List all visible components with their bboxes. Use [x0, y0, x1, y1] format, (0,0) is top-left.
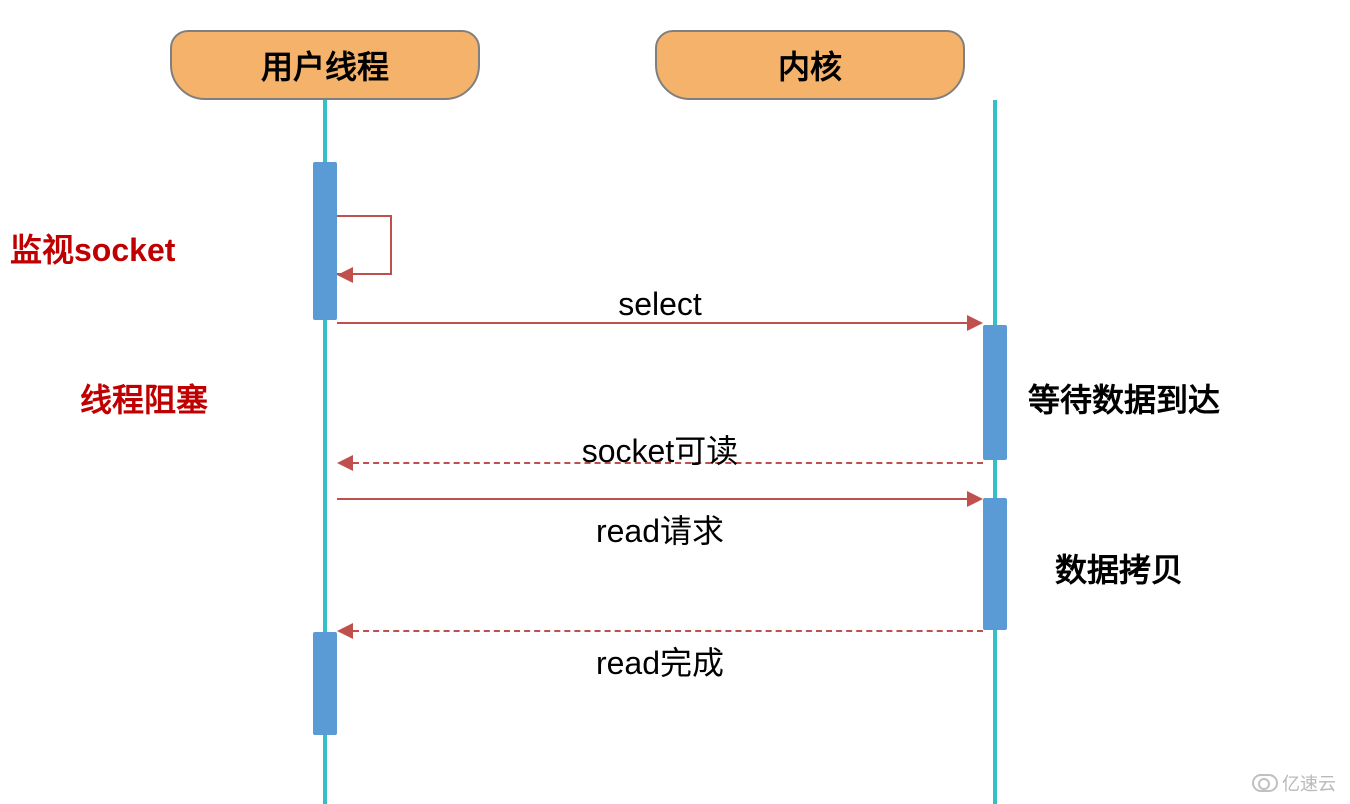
watermark-text: 亿速云: [1282, 770, 1336, 796]
msg-line-2: [337, 498, 967, 500]
side-label-3: 数据拷贝: [1055, 545, 1183, 591]
side-label-2: 等待数据到达: [1028, 375, 1220, 421]
msg-line-3: [353, 630, 983, 632]
watermark-logo-icon: [1252, 774, 1278, 792]
side-label-0: 监视socket: [10, 225, 175, 271]
activation-user-1: [313, 162, 337, 320]
self-message-arrowhead: [337, 267, 353, 283]
msg-label-2: read请求: [337, 506, 983, 552]
self-message-monitor-socket: [337, 215, 392, 275]
actor-kernel: 内核: [655, 30, 965, 100]
activation-kernel-2: [983, 498, 1007, 630]
side-label-1: 线程阻塞: [80, 375, 208, 421]
msg-head-3: [337, 623, 353, 639]
activation-kernel-1: [983, 325, 1007, 460]
activation-user-2: [313, 632, 337, 735]
actor-user-thread: 用户线程: [170, 30, 480, 100]
actor-user-label: 用户线程: [261, 42, 389, 88]
msg-label-3: read完成: [337, 638, 983, 684]
msg-head-2: [967, 491, 983, 507]
actor-kernel-label: 内核: [778, 42, 842, 88]
msg-label-1: socket可读: [337, 426, 983, 472]
watermark: 亿速云: [1252, 770, 1336, 796]
msg-label-0: select: [337, 286, 983, 323]
